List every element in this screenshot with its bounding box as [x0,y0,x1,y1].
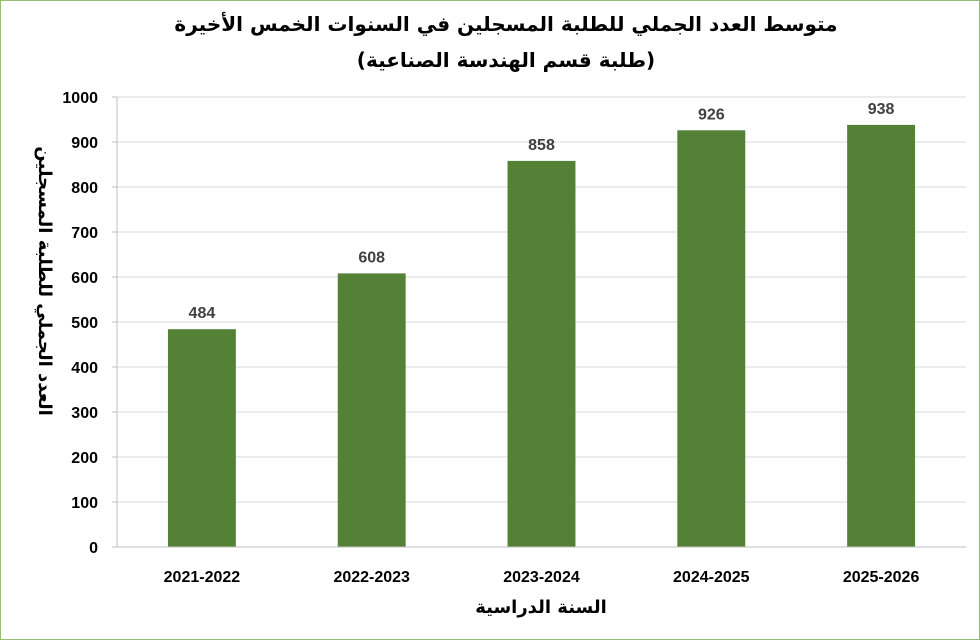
data-label-2022-2023: 608 [358,249,385,266]
data-label-2023-2024: 858 [528,137,555,154]
x-axis-ticks: 2021-2022 2022-2023 2023-2024 2024-2025 2025… [164,569,920,586]
y-tick-label: 100 [71,495,98,512]
bars [167,124,916,548]
x-tick-label-2022-2023: 2022-2023 [333,569,410,586]
y-tick-label: 400 [71,360,98,377]
y-axis-ticks: 0 100 200 300 400 500 600 700 800 900 1000 [62,90,117,557]
y-tick-label: 300 [71,405,98,422]
y-axis-title: العدد الجملي للطلبة المسجلين [34,146,55,415]
y-tick-label: 0 [89,540,98,557]
y-tick-label: 700 [71,225,98,242]
y-tick-label: 500 [71,315,98,332]
x-tick-label-2025-2026: 2025-2026 [843,569,920,586]
chart-subtitle: (طلبة قسم الهندسة الصناعية) [357,48,655,72]
y-tick-label: 1000 [62,90,98,107]
bar-2022-2023 [337,273,406,547]
bar-2021-2022 [167,329,236,547]
y-tick-label: 200 [71,450,98,467]
x-tick-label-2021-2022: 2021-2022 [164,569,241,586]
y-tick-label: 600 [71,270,98,287]
x-axis-title: السنة الدراسية [475,597,607,618]
x-tick-label-2024-2025: 2024-2025 [673,569,750,586]
y-tick-label: 800 [71,180,98,197]
bar-2024-2025 [677,130,746,548]
y-tick-label: 900 [71,135,98,152]
data-label-2021-2022: 484 [189,305,216,322]
chart-title: متوسط العدد الجملي للطلبة المسجلين في ال… [174,11,837,37]
bar-2023-2024 [507,160,576,547]
data-labels: 484 608 858 926 938 [189,101,895,322]
data-label-2024-2025: 926 [698,106,725,123]
data-label-2025-2026: 938 [868,101,895,118]
bar-2025-2026 [847,124,916,548]
x-tick-label-2023-2024: 2023-2024 [503,569,580,586]
